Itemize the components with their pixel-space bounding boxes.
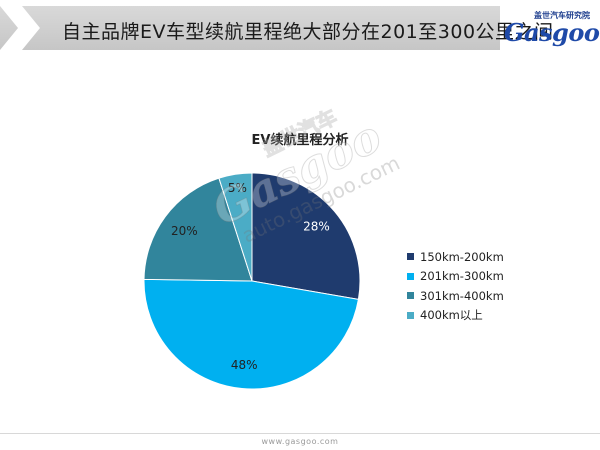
footer-url: www.gasgoo.com: [261, 437, 339, 446]
header-bar: [0, 6, 500, 50]
pie-slice-2: [143, 177, 253, 282]
pie-slice-3: [218, 172, 253, 282]
pie-data-label-1: 48%: [231, 358, 258, 372]
pie-slice-1: [143, 278, 359, 390]
page-title: 自主品牌EV车型续航里程绝大部分在201至300公里之间: [62, 21, 554, 43]
legend-swatch: [407, 311, 414, 319]
pie-data-label-2: 20%: [171, 224, 198, 238]
legend-item-3: 400km以上: [407, 306, 504, 326]
legend-item-2: 301km-400km: [407, 286, 504, 306]
footer-divider: [0, 433, 600, 434]
brand-cn-label: 盖世汽车研究院: [534, 11, 590, 20]
legend-swatch: [407, 253, 414, 261]
header: 自主品牌EV车型续航里程绝大部分在201至300公里之间 盖世汽车研究院 Gas…: [0, 0, 600, 58]
gasgoo-logo: Gasgoo: [504, 18, 600, 47]
chart-title: EV续航里程分析: [251, 133, 349, 148]
pie-data-label-3: 5%: [228, 181, 247, 195]
chart-legend: 150km-200km 201km-300km 301km-400km 400km以上: [407, 247, 504, 325]
pie-slices: [143, 172, 361, 390]
legend-label: 150km-200km: [420, 249, 504, 264]
pie-data-label-0: 28%: [303, 220, 330, 234]
legend-label: 201km-300km: [420, 269, 504, 284]
legend-label: 400km以上: [420, 308, 483, 323]
pie-slice-0: [251, 172, 361, 300]
brand-logo: 盖世汽车研究院 Gasgoo: [504, 10, 600, 48]
legend-item-1: 201km-300km: [407, 267, 504, 287]
legend-swatch: [407, 272, 414, 280]
pie-data-labels: 28% 48% 20% 5%: [171, 181, 330, 372]
legend-item-0: 150km-200km: [407, 247, 504, 267]
legend-swatch: [407, 292, 414, 300]
legend-label: 301km-400km: [420, 288, 504, 303]
chevron-right-icon: [0, 6, 40, 50]
